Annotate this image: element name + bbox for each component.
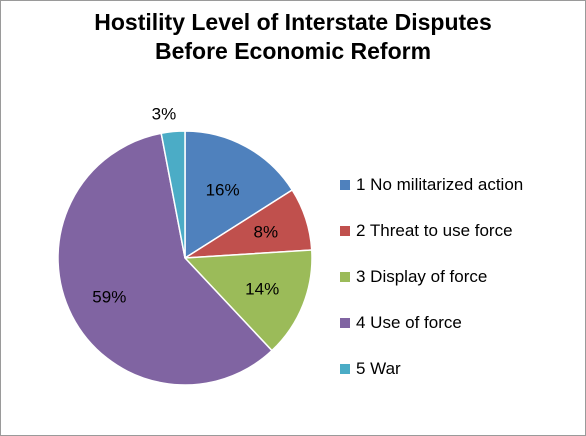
chart-title-line-2: Before Economic Reform [154, 38, 432, 64]
pie-slice-war [160, 130, 186, 259]
legend-swatch [340, 318, 350, 328]
pie-slice-use-of-force [57, 132, 274, 386]
data-label-war: 3% [152, 105, 177, 124]
chart-title-line-1: Hostility Level of Interstate Disputes [94, 9, 492, 35]
chart-title: Hostility Level of Interstate Disputes B… [0, 8, 586, 66]
legend-label: 5 War [356, 359, 401, 378]
data-label-threat-to-use-force: 8% [254, 223, 279, 242]
legend-label: 3 Display of force [356, 267, 488, 286]
data-label-no-militarized-action: 16% [206, 181, 240, 200]
legend-swatch [340, 272, 350, 282]
data-label-display-of-force: 14% [245, 280, 279, 299]
legend-swatch [340, 180, 350, 190]
legend-label: 4 Use of force [356, 313, 462, 332]
legend-swatch [340, 364, 350, 374]
legend-label: 1 No militarized action [356, 175, 524, 194]
pie-slice-display-of-force [183, 249, 313, 352]
legend-swatch [340, 226, 350, 236]
data-label-use-of-force: 59% [92, 288, 126, 307]
legend-label: 2 Threat to use force [356, 221, 513, 240]
pie-slice-no-militarized-action [184, 130, 294, 260]
